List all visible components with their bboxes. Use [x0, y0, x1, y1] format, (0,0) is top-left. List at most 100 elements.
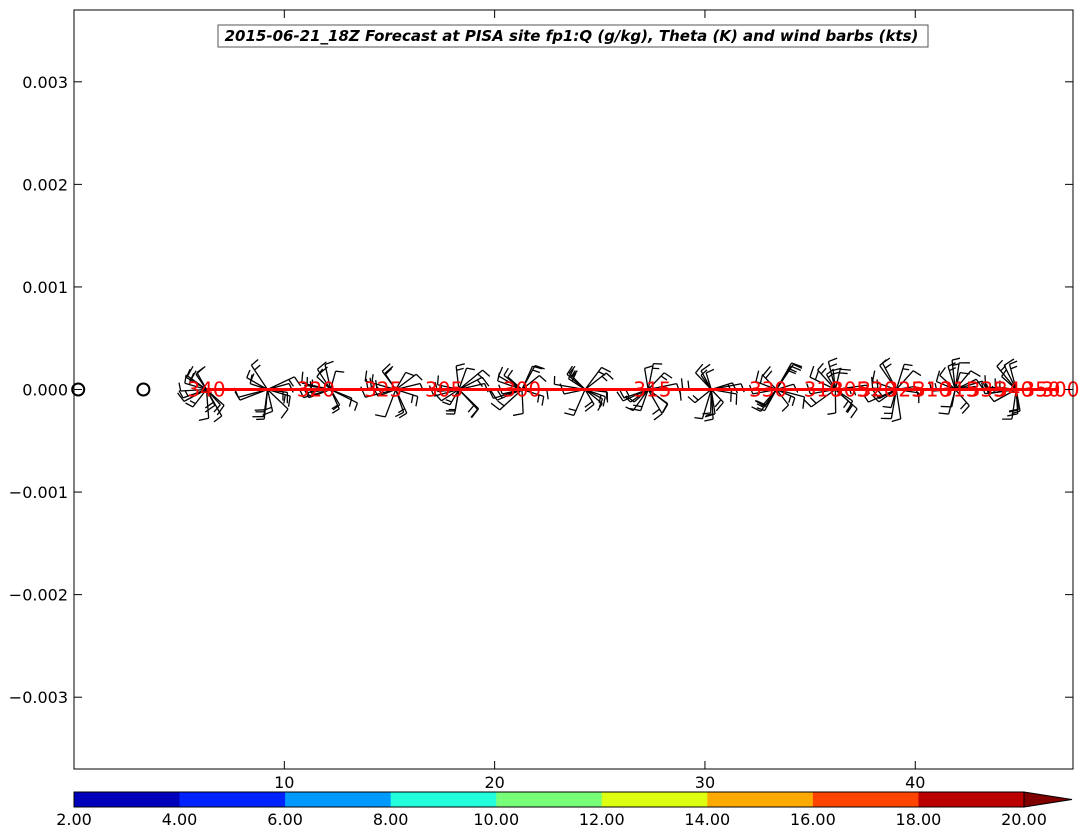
wind-barb-flag: [445, 399, 453, 403]
wind-barb-flag: [331, 404, 338, 410]
wind-barb-staff: [205, 389, 210, 419]
wind-barb-flag: [803, 398, 812, 408]
wind-barb-staff: [710, 389, 716, 414]
theta-label: 340: [187, 378, 225, 402]
theta-label: 300: [503, 378, 541, 402]
wind-barb-flag: [436, 375, 440, 385]
wind-barb-flag: [185, 368, 191, 378]
colorbar: 2.00 4.00 6.00 8.00 10.00 12.00 14.00 16.00 18.0…: [56, 791, 1073, 829]
wind-barb-flag: [184, 374, 187, 384]
wind-barb-flag: [863, 394, 869, 403]
wind-barb-flag: [280, 408, 289, 419]
wind-barb-flag: [756, 407, 765, 412]
wind-barb-flag: [568, 365, 576, 374]
wind-barb-staff: [246, 377, 268, 391]
wind-barb-staff: [895, 389, 902, 419]
wind-barb-flag: [705, 413, 713, 416]
wind-barb-flag: [497, 400, 506, 407]
wind-barb-flag: [687, 380, 690, 389]
wind-barb-flag: [283, 394, 286, 404]
wind-barb-staff: [810, 388, 836, 408]
wind-barb-staff: [384, 373, 397, 390]
wind-barb-flag: [546, 389, 549, 400]
wind-barb-flag: [213, 415, 223, 423]
wind-barb-flag: [570, 370, 576, 378]
wind-barb-flag: [564, 412, 574, 416]
wind-barb-flag: [324, 360, 334, 366]
theta-label: 310: [913, 378, 951, 402]
wind-barb-column: [980, 358, 1021, 420]
wind-barb-staff: [263, 389, 269, 420]
colorbar-segment: [179, 792, 286, 807]
x-tick-label: 30: [695, 773, 715, 792]
wind-barb-flag: [951, 357, 961, 361]
wind-barb-flag: [891, 418, 901, 423]
wind-barb-flag: [572, 370, 578, 377]
wind-barb-column: [553, 365, 614, 416]
wind-barb-flag: [984, 375, 987, 388]
wind-barb-staff: [643, 368, 649, 390]
colorbar-tick-label: 8.00: [373, 810, 409, 829]
wind-barb-flag: [633, 404, 643, 408]
wind-barb-flag: [947, 362, 956, 367]
wind-barb-flag: [287, 378, 295, 387]
wind-barb-flag: [904, 363, 913, 367]
wind-barb-flag: [434, 393, 442, 402]
wind-barb-column: [748, 362, 806, 412]
wind-barb-flag: [660, 375, 668, 381]
wind-barb-staff: [458, 369, 483, 391]
wind-barb-flag: [405, 371, 415, 377]
wind-barb-flag: [384, 368, 393, 376]
wind-barb-staff: [710, 389, 724, 403]
wind-barb-flag: [756, 403, 765, 409]
wind-barb-flag: [250, 373, 255, 381]
wind-barb-staff: [700, 370, 712, 390]
wind-barb-flag: [789, 368, 797, 373]
colorbar-tick-label: 20.00: [1001, 810, 1047, 829]
wind-barb-flag: [871, 376, 874, 389]
wind-barb-staff: [584, 389, 595, 405]
wind-barb-flag: [700, 369, 708, 376]
wind-barb-flag: [216, 404, 225, 416]
wind-barb-flag: [987, 394, 995, 403]
wind-barb-flag: [532, 365, 543, 370]
wind-barb-flag: [846, 404, 853, 414]
y-tick-label: 0.000: [22, 381, 68, 400]
wind-barb-staff: [1003, 365, 1017, 390]
y-tick-label: 0.001: [22, 278, 68, 297]
wind-barb-flag: [488, 389, 494, 399]
wind-barb-flag: [817, 362, 824, 371]
wind-barb-flag: [616, 391, 624, 402]
wind-barb-flag: [840, 368, 851, 371]
wind-barb-staff: [455, 365, 460, 390]
wind-barb-flag: [481, 376, 490, 387]
wind-barb-flag: [375, 380, 378, 390]
wind-barb-flag: [196, 365, 206, 374]
wind-barb-column: [803, 357, 870, 419]
wind-barb-flag: [455, 363, 465, 367]
wind-barb-staff: [196, 372, 208, 390]
wind-barb-staff: [647, 388, 668, 405]
wind-barb-flag: [384, 365, 394, 374]
wind-barb-flag: [850, 408, 858, 419]
wind-barb-flag: [597, 403, 603, 411]
wind-barb-staff: [632, 389, 649, 411]
wind-barb-staff: [775, 389, 790, 406]
y-tick-label: 0.003: [22, 73, 68, 92]
y-axis: 0.003 0.002 0.001 0.000 −0.001 −0.002 −0.003: [9, 73, 1073, 707]
wind-barb-flag: [319, 366, 328, 374]
wind-barb-flag: [759, 374, 764, 384]
wind-barb-flag: [821, 367, 827, 374]
wind-barb-staff: [187, 375, 207, 391]
wind-barb-flag: [381, 363, 391, 372]
wind-barb-flag: [876, 379, 879, 389]
wind-barb-staff: [694, 388, 712, 404]
wind-barb-flag: [762, 366, 771, 376]
wind-barb-staff: [266, 389, 274, 412]
y-tick-label: 0.002: [22, 175, 68, 194]
wind-barb-column: [177, 365, 225, 423]
wind-barb-staff: [622, 388, 649, 402]
wind-barb-staff: [267, 376, 295, 391]
wind-barb-flag: [952, 363, 960, 367]
